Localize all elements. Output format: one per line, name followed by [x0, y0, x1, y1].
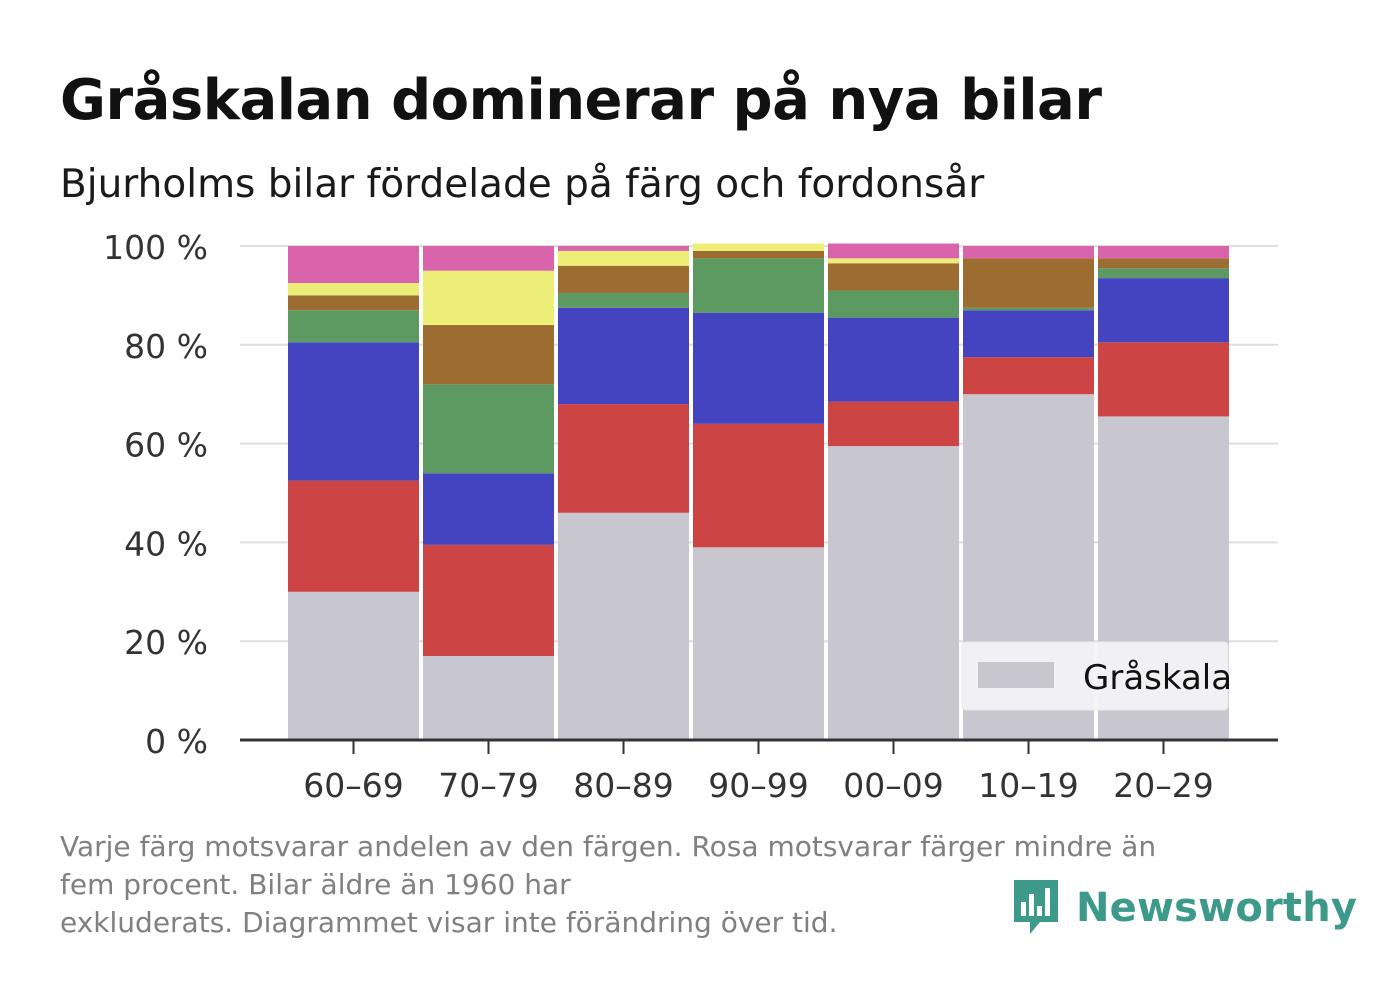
x-tick-label: 10–19 — [978, 766, 1078, 805]
bar-segment — [288, 342, 419, 481]
bar-segment — [693, 243, 824, 251]
bar-segment — [1098, 342, 1229, 417]
bar-segment — [1098, 258, 1229, 269]
bar-segment — [693, 423, 824, 548]
bar-segment — [423, 544, 554, 657]
stacked-bar-chart: 0 % 20 % 40 % 60 % 80 % 100 % 60–69 70–79 80–89 9… — [103, 228, 1278, 805]
bar-segment — [963, 310, 1094, 358]
bar-segment — [423, 656, 554, 740]
bar-segment — [288, 480, 419, 592]
legend-swatch — [978, 662, 1054, 688]
bar-segment — [288, 295, 419, 311]
bar-segment — [558, 512, 689, 740]
bar-segment — [1098, 278, 1229, 343]
chart-subtitle: Bjurholms bilar fördelade på färg och fo… — [60, 162, 985, 207]
bar-segment — [1098, 268, 1229, 279]
bar-segment — [558, 250, 689, 266]
bar-segment — [288, 246, 419, 284]
y-tick-label: 20 % — [124, 623, 208, 662]
bar-segment — [558, 307, 689, 405]
bar-segment — [693, 250, 824, 259]
bar-segment — [828, 401, 959, 447]
bar-segment — [288, 283, 419, 296]
legend-box — [961, 641, 1229, 711]
bar-segment — [828, 243, 959, 259]
bar-segment — [963, 246, 1094, 259]
bar-segment — [828, 258, 959, 264]
x-tick-label: 60–69 — [303, 766, 403, 805]
bar-segment — [558, 404, 689, 513]
bar-segment — [423, 325, 554, 385]
bar-segment — [288, 310, 419, 343]
brand-logo: Newsworthy — [1010, 876, 1357, 940]
y-tick-label: 0 % — [145, 722, 208, 761]
bar-segment — [288, 591, 419, 740]
bar-segment — [558, 292, 689, 308]
bar-segment — [828, 290, 959, 318]
bar-segment — [693, 258, 824, 313]
x-tick-label: 20–29 — [1113, 766, 1213, 805]
bar-segment — [963, 307, 1094, 311]
bar-segment — [423, 270, 554, 326]
footnote-line: fem procent. Bilar äldre än 1960 har — [60, 868, 571, 901]
bar-segment — [558, 265, 689, 293]
bar-segment — [963, 258, 1094, 308]
y-tick-label: 60 % — [124, 426, 208, 465]
y-tick-label: 100 % — [103, 228, 208, 267]
legend-label: Gråskala — [1083, 658, 1232, 698]
brand-name: Newsworthy — [1076, 885, 1358, 931]
y-tick-label: 80 % — [124, 327, 208, 366]
bar-segment — [423, 246, 554, 271]
footnote: Varje färg motsvarar andelen av den färg… — [60, 828, 1300, 938]
bar-segment — [828, 446, 959, 740]
chart-title: Gråskalan dominerar på nya bilar — [60, 68, 1102, 133]
bar-segment — [423, 384, 554, 474]
y-tick-label: 40 % — [124, 524, 208, 563]
bar-segment — [423, 473, 554, 545]
x-tick-label: 70–79 — [438, 766, 538, 805]
footnote-line: Varje färg motsvarar andelen av den färg… — [60, 830, 1157, 863]
footnote-line: exkluderats. Diagrammet visar inte förän… — [60, 906, 838, 938]
bar-segment — [693, 312, 824, 424]
bar-segment — [558, 246, 689, 251]
bar-segment — [828, 263, 959, 291]
bar-segment — [1098, 246, 1229, 259]
x-tick-label: 90–99 — [708, 766, 808, 805]
x-tick-label: 00–09 — [843, 766, 943, 805]
bar-segment — [963, 357, 1094, 395]
bar-chart-speech-bubble-icon — [1014, 880, 1058, 934]
x-tick-label: 80–89 — [573, 766, 673, 805]
bar-segment — [693, 547, 824, 740]
bar-segment — [828, 317, 959, 402]
